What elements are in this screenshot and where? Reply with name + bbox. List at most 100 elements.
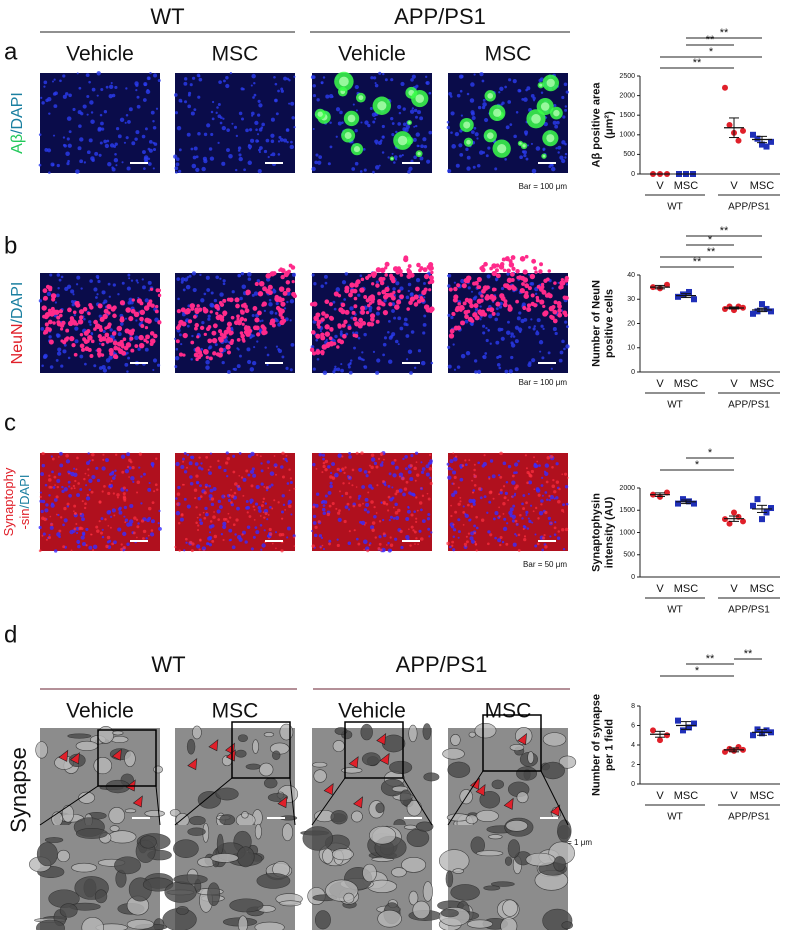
neuron [187,319,193,324]
speckle [217,518,221,521]
nucleus [382,353,385,357]
nucleus [55,358,59,362]
nucleus [337,121,342,126]
nucleus [105,358,111,363]
speckle [293,536,296,539]
data-point [763,143,770,150]
data-point [768,308,774,315]
nucleus [381,461,384,464]
nucleus [44,508,49,513]
neuron [50,293,57,299]
nucleus [447,345,451,349]
speckle [84,502,87,506]
nucleus [460,278,465,284]
nucleus [518,311,522,315]
significance-label: * [708,234,713,246]
neuron [557,308,562,313]
em-image [162,823,303,930]
nucleus [472,489,476,492]
speckle [174,545,177,549]
nucleus [245,506,249,510]
speckle [263,516,266,519]
nucleus [562,503,566,507]
nucleus [180,280,184,284]
nucleus [264,502,268,505]
nucleus [236,364,241,369]
nucleus [534,544,538,548]
scale-bar-label: Bar = 50 μm [523,560,567,569]
nucleus [312,127,315,130]
speckle [378,520,382,523]
neuron [376,306,381,311]
neuron [107,336,111,341]
nucleus [198,77,203,82]
nucleus [126,522,131,527]
nucleus [510,341,514,345]
speckle [544,510,548,515]
nucleus [225,83,230,89]
speckle [231,494,235,498]
nucleus [191,76,196,80]
nucleus [283,138,288,143]
neuron [375,319,380,324]
neuron [265,288,271,294]
nucleus [360,357,364,361]
speckle [271,542,274,545]
nucleus [100,121,104,126]
em-structure [447,761,471,778]
nucleus [225,451,229,455]
neuron [379,280,385,286]
speckle [197,524,200,527]
speckle [522,507,526,511]
nucleus [410,159,414,163]
nucleus [464,513,469,519]
neuron [495,263,500,268]
nucleus [130,279,134,282]
neuron [279,319,285,326]
neuron [226,297,231,302]
nucleus [509,507,514,512]
nucleus [175,510,181,516]
em-structure [197,791,222,809]
nucleus [293,125,296,129]
speckle [198,513,202,516]
speckle [285,454,288,457]
neuron [558,285,563,290]
nucleus [222,117,225,120]
neuron [466,279,470,284]
nucleus [325,338,328,341]
nucleus [492,517,496,521]
neuron [505,256,510,260]
neuron [547,269,552,273]
nucleus [78,124,82,128]
em-structure [35,741,48,759]
nucleus [210,303,215,308]
speckle [363,548,366,551]
nucleus [117,527,122,532]
neuron [190,340,195,345]
arrowhead [323,783,334,796]
nucleus [516,316,521,321]
nucleus [147,157,151,161]
plaque-core [553,109,560,117]
speckle [545,480,549,484]
nucleus [312,84,316,88]
neuron [548,305,555,312]
zoom-line [289,777,296,826]
speckle [79,512,82,515]
y-tick-label: 10 [627,345,635,352]
nucleus [273,463,278,468]
nucleus [90,332,94,335]
nucleus [207,317,211,321]
speckle [371,528,375,532]
speckle [232,523,236,527]
speckle [87,468,90,471]
neuron [485,285,490,290]
nucleus [96,94,99,97]
nucleus [157,522,160,525]
neuron [506,268,511,273]
nucleus [552,120,557,125]
plaque-core [408,121,411,124]
speckle [566,477,569,479]
nucleus [504,369,509,374]
